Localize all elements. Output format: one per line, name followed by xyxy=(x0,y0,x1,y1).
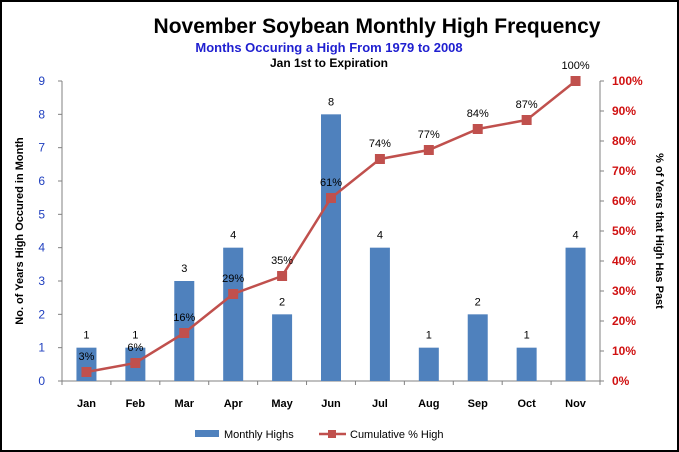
bar xyxy=(467,314,488,381)
y2-tick-label: 100% xyxy=(612,74,643,88)
line-data-label: 29% xyxy=(222,273,244,285)
x-tick-label: Sep xyxy=(468,398,488,410)
legend: Monthly Highs Cumulative % High xyxy=(195,429,444,441)
line-marker xyxy=(570,76,581,86)
line-marker xyxy=(326,193,336,203)
bar-data-label: 1 xyxy=(524,330,530,342)
x-tick-label: Jan xyxy=(77,398,96,410)
y-tick-label: 4 xyxy=(38,241,45,255)
line-marker xyxy=(423,145,434,155)
bar xyxy=(418,347,439,381)
line-data-label: 3% xyxy=(79,351,95,363)
legend-label-line: Cumulative % High xyxy=(350,429,444,441)
line-data-label: 35% xyxy=(271,255,293,267)
bar-data-label: 4 xyxy=(377,230,383,242)
y-tick-label: 9 xyxy=(38,74,45,88)
line-data-label: 61% xyxy=(320,177,342,189)
y2-tick-label: 30% xyxy=(612,284,636,298)
bar-data-label: 4 xyxy=(230,230,236,242)
x-tick-label: Jun xyxy=(321,398,341,410)
bar xyxy=(516,347,537,381)
legend-label-bars: Monthly Highs xyxy=(224,429,294,441)
bar xyxy=(223,247,244,381)
y2-tick-label: 70% xyxy=(612,164,636,178)
bar-data-label: 3 xyxy=(181,263,187,275)
y-tick-label: 1 xyxy=(38,341,45,355)
y-tick-label: 3 xyxy=(38,274,45,288)
chart-subtitle: Months Occuring a High From 1979 to 2008 xyxy=(195,40,462,55)
bar-data-label: 8 xyxy=(328,96,334,108)
x-tick-label: Aug xyxy=(418,398,439,410)
bar-data-label: 2 xyxy=(279,296,285,308)
y-tick-label: 8 xyxy=(38,107,45,121)
bar xyxy=(321,114,341,381)
y-tick-label: 5 xyxy=(38,207,45,221)
chart-subtitle-secondary: Jan 1st to Expiration xyxy=(270,56,388,70)
line-marker xyxy=(374,154,385,164)
x-tick-label: Feb xyxy=(126,398,146,410)
x-tick-label: Nov xyxy=(565,398,587,410)
y-tick-label: 7 xyxy=(38,141,45,155)
line-marker xyxy=(472,124,483,134)
y2-tick-label: 50% xyxy=(612,224,636,238)
y2-axis-title: % of Years that High Has Past xyxy=(653,153,665,309)
bar xyxy=(272,314,293,381)
y-tick-label: 6 xyxy=(38,174,45,188)
line-marker xyxy=(521,115,532,125)
plot-area: 01234567890%10%20%30%40%50%60%70%80%90%1… xyxy=(38,60,643,410)
chart-title: November Soybean Monthly High Frequency xyxy=(154,15,601,38)
bar-data-label: 2 xyxy=(475,296,481,308)
line-data-label: 6% xyxy=(127,342,143,354)
y2-tick-label: 80% xyxy=(612,134,636,148)
line-data-label: 77% xyxy=(418,129,440,141)
line-data-label: 87% xyxy=(516,99,538,111)
y2-tick-label: 20% xyxy=(612,314,636,328)
y2-tick-label: 0% xyxy=(612,374,630,388)
y2-tick-label: 40% xyxy=(612,254,636,268)
bar xyxy=(369,247,390,381)
line-data-label: 84% xyxy=(467,108,489,120)
line-marker xyxy=(130,358,141,368)
y2-tick-label: 60% xyxy=(612,194,636,208)
line-data-label: 16% xyxy=(173,312,195,324)
line-marker xyxy=(179,328,190,338)
bar-data-label: 1 xyxy=(426,330,432,342)
y-tick-label: 0 xyxy=(38,374,45,388)
bar-data-label: 4 xyxy=(572,230,578,242)
bar-data-label: 1 xyxy=(132,330,138,342)
x-tick-label: Oct xyxy=(517,398,536,410)
bar-data-label: 1 xyxy=(83,330,89,342)
y-axis-title: No. of Years High Occured in Month xyxy=(14,137,26,325)
legend-swatch-marker xyxy=(328,430,336,438)
line-marker xyxy=(277,271,288,281)
x-tick-label: Mar xyxy=(174,398,194,410)
line-marker xyxy=(81,367,92,377)
y2-tick-label: 10% xyxy=(612,344,636,358)
legend-swatch-bars xyxy=(195,430,219,437)
y2-tick-label: 90% xyxy=(612,104,636,118)
x-tick-label: May xyxy=(271,398,293,410)
line-data-label: 74% xyxy=(369,138,391,150)
x-tick-label: Jul xyxy=(372,398,388,410)
bar xyxy=(565,247,586,381)
y-tick-label: 2 xyxy=(38,307,45,321)
x-tick-label: Apr xyxy=(224,398,244,410)
line-marker xyxy=(228,289,239,299)
line-data-label: 100% xyxy=(561,60,589,72)
